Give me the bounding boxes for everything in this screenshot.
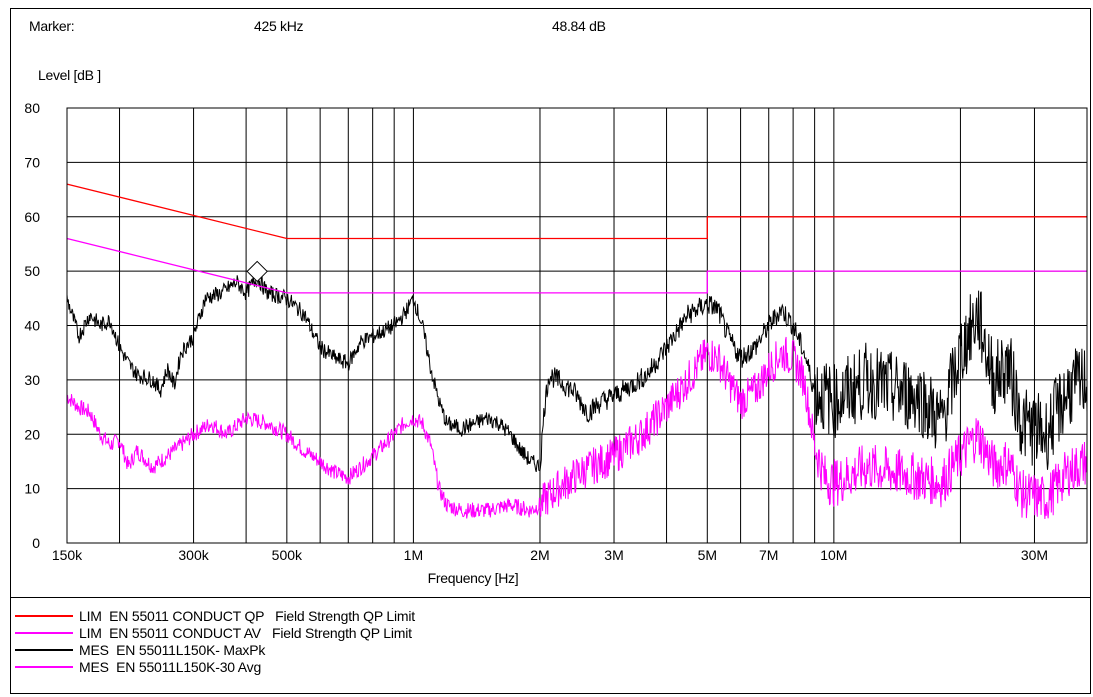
series-layer bbox=[66, 183, 1088, 520]
legend-swatch bbox=[15, 665, 73, 668]
x-tick-label: 7M bbox=[759, 547, 778, 563]
x-tick-label: 5M bbox=[698, 547, 717, 563]
emi-spectrum-chart: 0 10 20 30 40 50 60 70 80 150k 300k 500k 1M 2M 3M 5M 7M 1… bbox=[24, 100, 1088, 563]
legend-label: MES EN 55011L150K-30 Avg bbox=[79, 658, 262, 675]
y-tick-label: 60 bbox=[24, 209, 40, 225]
legend-item-avg: MES EN 55011L150K-30 Avg bbox=[15, 658, 261, 675]
y-tick-label: 10 bbox=[24, 481, 40, 497]
y-tick-label: 80 bbox=[24, 100, 40, 116]
plot-area-border bbox=[66, 107, 1088, 544]
legend-swatch bbox=[15, 648, 73, 651]
maxpk-trace bbox=[66, 275, 1088, 473]
y-tick-label: 30 bbox=[24, 372, 40, 388]
legend-label: LIM EN 55011 CONDUCT QP Field Strength Q… bbox=[79, 607, 415, 624]
x-tick-label: 3M bbox=[604, 547, 623, 563]
x-tick-label: 2M bbox=[530, 547, 549, 563]
x-tick-label: 300k bbox=[178, 547, 209, 563]
x-tick-label: 150k bbox=[52, 547, 83, 563]
legend-swatch bbox=[15, 631, 73, 634]
marker-level: 48.84 dB bbox=[552, 18, 606, 34]
marker-frequency: 425 kHz bbox=[254, 18, 304, 34]
y-tick-label: 0 bbox=[32, 535, 40, 551]
y-tick-label: 20 bbox=[24, 426, 40, 442]
legend-item-av-limit: LIM EN 55011 CONDUCT AV Field Strength Q… bbox=[15, 624, 412, 641]
av-limit-line bbox=[66, 237, 1087, 294]
x-tick-label: 500k bbox=[272, 547, 303, 563]
legend-item-qp-limit: LIM EN 55011 CONDUCT QP Field Strength Q… bbox=[15, 607, 415, 624]
legend-item-maxpk: MES EN 55011L150K- MaxPk bbox=[15, 641, 265, 658]
axes-layer: 0 10 20 30 40 50 60 70 80 150k 300k 500k 1M 2M 3M 5M 7M 1… bbox=[24, 100, 1088, 563]
y-tick-label: 40 bbox=[24, 318, 40, 334]
marker-diamond-icon bbox=[246, 260, 268, 283]
x-tick-label: 10M bbox=[820, 547, 847, 563]
legend-divider bbox=[10, 597, 1091, 598]
y-tick-label: 70 bbox=[24, 154, 40, 170]
chart-window bbox=[10, 8, 1091, 694]
marker-label: Marker: bbox=[29, 18, 75, 34]
y-axis-label: Level [dB ] bbox=[38, 67, 101, 83]
grid bbox=[67, 107, 1088, 544]
legend-swatch bbox=[15, 614, 73, 617]
legend-label: MES EN 55011L150K- MaxPk bbox=[79, 641, 266, 658]
avg-trace bbox=[66, 336, 1088, 520]
qp-limit-line bbox=[66, 183, 1087, 240]
marker-layer bbox=[246, 260, 268, 283]
y-tick-label: 50 bbox=[24, 263, 40, 279]
x-tick-label: 1M bbox=[404, 547, 423, 563]
x-axis-label: Frequency [Hz] bbox=[427, 570, 519, 586]
x-tick-label: 30M bbox=[1021, 547, 1048, 563]
legend-label: LIM EN 55011 CONDUCT AV Field Strength Q… bbox=[79, 624, 412, 641]
